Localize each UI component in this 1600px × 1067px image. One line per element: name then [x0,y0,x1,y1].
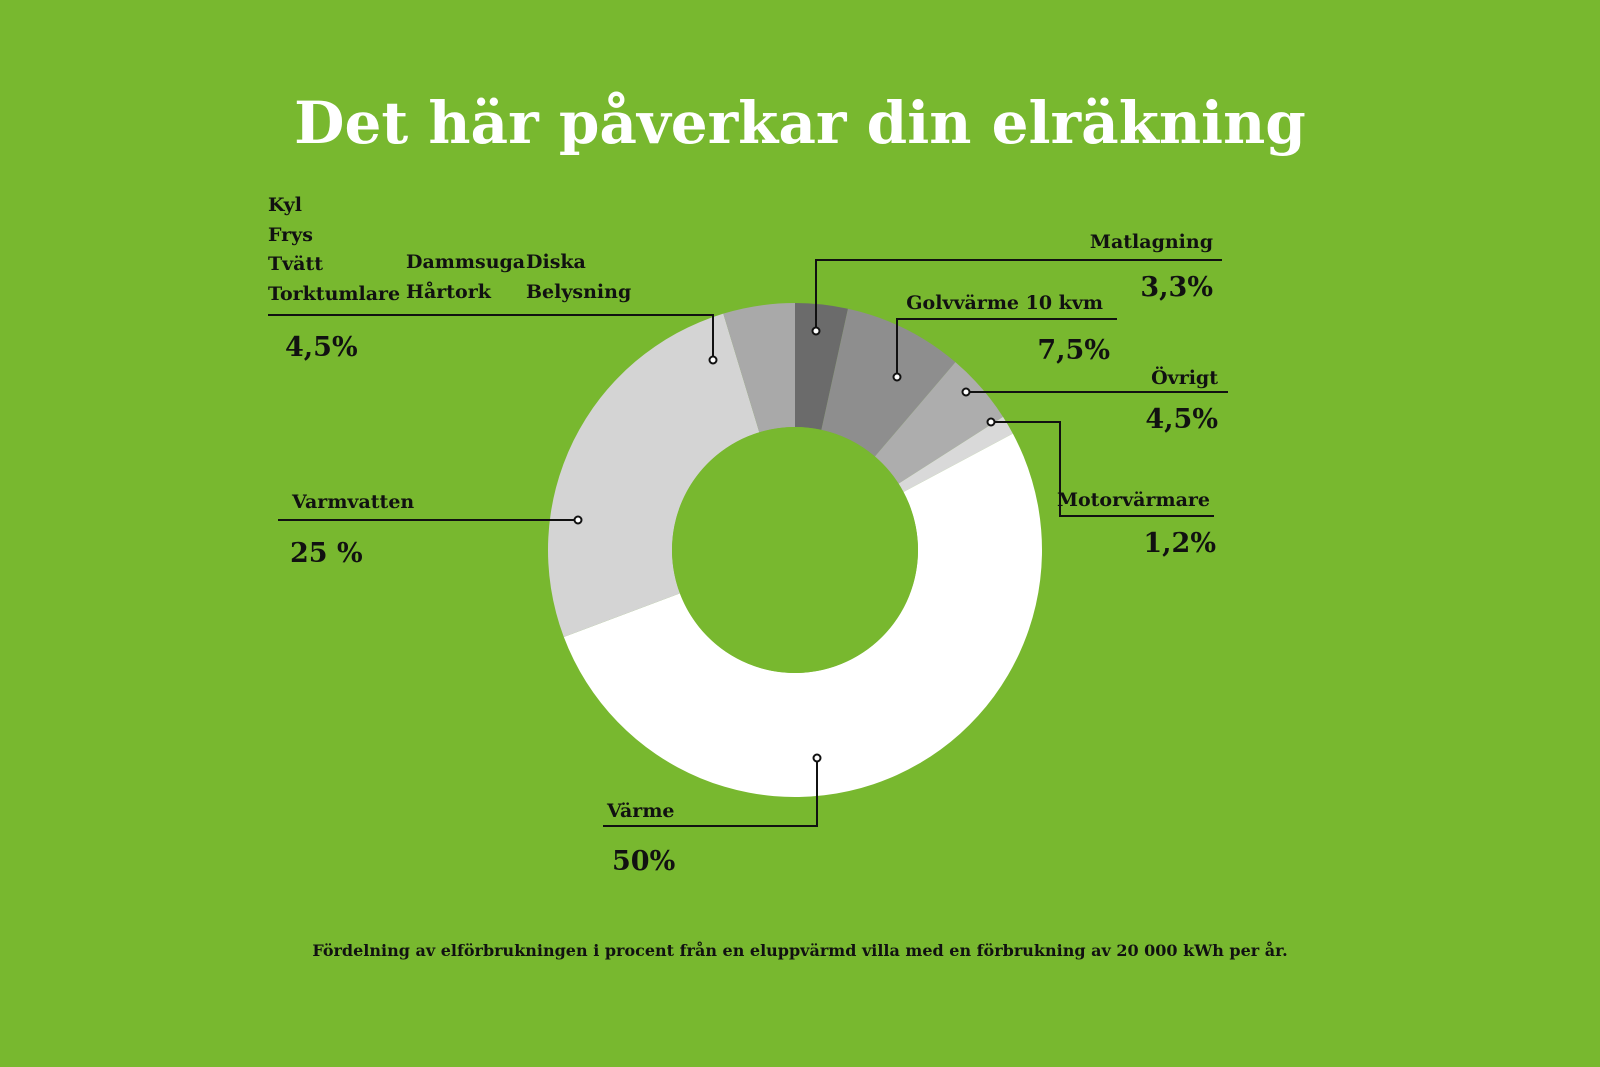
slice-kyl [723,303,795,433]
slice-label-golvvarme-10-kvm: Golvvärme 10 kvm [906,292,1103,314]
slice-matlagning [795,303,848,430]
slice-label-varme: Värme [606,800,675,822]
leader-line-varme [603,758,818,827]
leader-dot-golvvarme-10-kvm [892,372,902,382]
leaders-group [268,259,1228,827]
leader-dot-varme [812,753,822,763]
leader-line-matlagning [815,259,1222,331]
leader-line-motorvarmare [991,421,1214,517]
slice-label-hartork: Hårtork [406,280,492,303]
slice-label-belysning: Belysning [526,281,631,303]
slice-value-ovrigt: 4,5% [1145,404,1218,435]
slice-label-motorvarmare: Motorvärmare [1057,489,1210,511]
leader-dot-kyl [708,355,718,365]
leader-dot-motorvarmare [986,417,996,427]
slice-value-kyl: 4,5% [285,332,358,363]
slice-label-frys: Frys [268,224,313,246]
leader-dot-varmvatten [573,515,583,525]
slice-label-diska: Diska [526,251,586,273]
slice-label-varmvatten: Varmvatten [291,491,414,513]
slice-label-dammsuga: Dammsuga [406,251,525,273]
slice-value-motorvarmare: 1,2% [1143,528,1216,559]
slice-value-varmvatten: 25 % [290,538,363,569]
chart-footnote: Fördelning av elförbrukningen i procent … [312,940,1287,960]
slice-value-matlagning: 3,3% [1140,272,1213,303]
donut-hole [672,427,918,673]
slice-motorvarmare [898,416,1013,493]
leader-dot-ovrigt [961,387,971,397]
labels-group: Matlagning 3,3% Golvvärme 10 kvm 7,5% Övrigt… [268,194,1218,877]
slice-varmvatten [548,313,760,638]
slice-golvvarme-10-kvm [821,308,956,457]
slice-label-torktumlare: Torktumlare [268,283,400,305]
slice-varme [563,433,1042,797]
slice-label-matlagning: Matlagning [1090,231,1213,253]
chart-title: Det här påverkar din elräkning [294,89,1306,157]
leader-line-golvvarme-10-kvm [896,318,1117,377]
slice-label-kyl: Kyl [268,194,302,216]
leader-dot-matlagning [811,326,821,336]
slice-label-tvatt: Tvätt [268,253,323,275]
slice-label-ovrigt: Övrigt [1151,366,1218,389]
leader-line-kyl [268,314,714,360]
slice-value-golvvarme-10-kvm: 7,5% [1037,335,1110,366]
slice-value-varme: 50% [612,846,675,877]
